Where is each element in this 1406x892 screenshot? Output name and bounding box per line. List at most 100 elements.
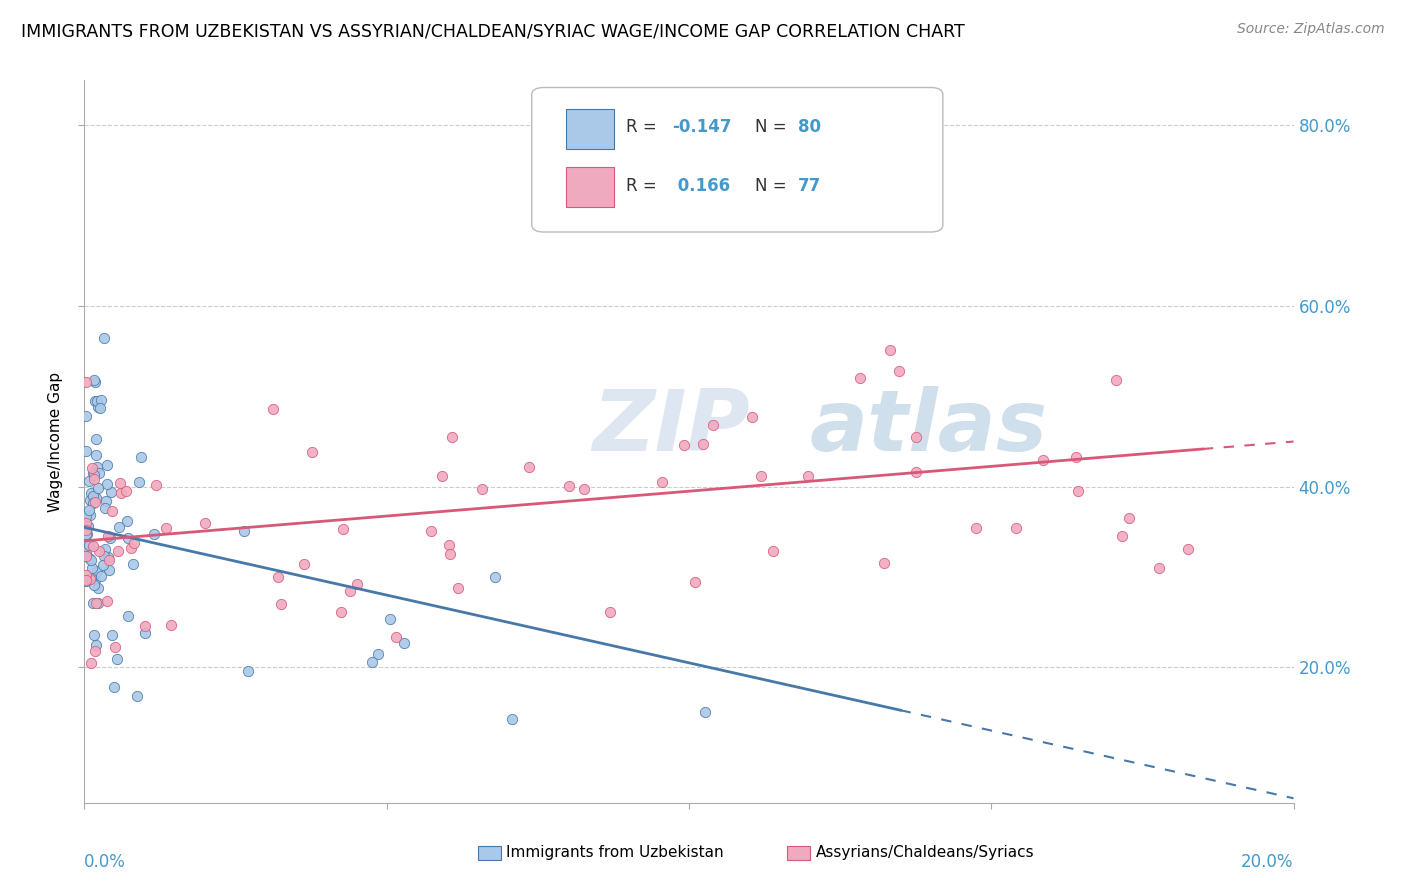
Y-axis label: Wage/Income Gap: Wage/Income Gap [48, 371, 63, 512]
Text: Immigrants from Uzbekistan: Immigrants from Uzbekistan [506, 846, 724, 860]
Point [98, 553, 121, 567]
Point [77, 519, 100, 533]
Point [80, 553, 103, 567]
Point [695, 705, 717, 719]
Point [76, 527, 98, 541]
Bar [565, 167, 614, 207]
Point [797, 469, 820, 483]
Point [1064, 450, 1087, 464]
Point [1118, 511, 1140, 525]
Point [160, 618, 183, 632]
Point [75, 567, 97, 582]
Point [82, 540, 104, 554]
Point [1067, 484, 1090, 499]
Point [100, 484, 122, 499]
Point [83, 472, 105, 486]
Point [75, 574, 97, 588]
Point [501, 713, 523, 727]
Text: R =: R = [626, 119, 662, 136]
Point [367, 647, 389, 661]
Point [82, 466, 104, 480]
Point [75, 574, 97, 588]
Text: ZIP: ZIP [592, 385, 749, 468]
Text: Assyrians/Chaldeans/Syriacs: Assyrians/Chaldeans/Syriacs [815, 846, 1033, 860]
Point [651, 475, 673, 489]
Point [672, 437, 695, 451]
Point [394, 636, 416, 650]
Point [110, 476, 132, 491]
Text: -0.147: -0.147 [672, 119, 731, 136]
FancyBboxPatch shape [531, 87, 943, 232]
Point [107, 520, 129, 534]
Point [75, 546, 97, 560]
Point [75, 443, 97, 458]
Point [129, 450, 152, 465]
Point [145, 478, 167, 492]
Point [96, 594, 118, 608]
Point [75, 409, 97, 424]
Bar [565, 109, 614, 149]
Text: 77: 77 [797, 178, 821, 195]
Point [82, 489, 104, 503]
Point [83, 644, 105, 658]
Point [749, 468, 772, 483]
Point [692, 437, 714, 451]
Point [91, 558, 114, 572]
Point [420, 524, 443, 538]
Point [79, 493, 101, 508]
Point [446, 581, 468, 595]
Point [98, 531, 121, 545]
Point [741, 410, 763, 425]
Point [122, 557, 145, 571]
Point [1105, 373, 1128, 387]
Point [80, 571, 103, 585]
Point [484, 570, 506, 584]
Point [292, 558, 315, 572]
Text: R =: R = [626, 178, 662, 195]
Text: Source: ZipAtlas.com: Source: ZipAtlas.com [1237, 22, 1385, 37]
Point [142, 526, 165, 541]
Point [904, 430, 927, 444]
Point [965, 521, 987, 535]
Point [87, 544, 110, 558]
Point [117, 514, 139, 528]
Point [1177, 541, 1199, 556]
Point [84, 491, 107, 505]
Point [105, 651, 128, 665]
Point [432, 469, 454, 483]
Point [90, 568, 112, 582]
Point [1111, 529, 1133, 543]
Point [75, 516, 97, 530]
Point [599, 605, 621, 619]
Point [683, 574, 706, 589]
Point [107, 544, 129, 558]
Point [84, 376, 107, 390]
Point [437, 538, 460, 552]
Point [702, 417, 724, 432]
Point [77, 538, 100, 552]
Point [849, 370, 872, 384]
Point [330, 605, 353, 619]
Point [117, 609, 139, 624]
Point [360, 656, 382, 670]
Point [194, 516, 217, 531]
Point [83, 467, 105, 482]
Point [1147, 560, 1170, 574]
Point [87, 466, 110, 480]
Text: 20.0%: 20.0% [1241, 854, 1294, 871]
Text: N =: N = [755, 119, 793, 136]
Point [769, 805, 792, 819]
Point [77, 550, 100, 565]
Point [84, 495, 107, 509]
Point [879, 343, 901, 358]
Point [101, 504, 124, 518]
Point [75, 375, 97, 389]
Point [1005, 521, 1028, 535]
Point [86, 460, 108, 475]
Point [97, 549, 120, 564]
Text: atlas: atlas [810, 385, 1047, 468]
Point [75, 509, 97, 524]
Point [155, 521, 177, 535]
Point [84, 432, 107, 446]
Point [134, 619, 156, 633]
